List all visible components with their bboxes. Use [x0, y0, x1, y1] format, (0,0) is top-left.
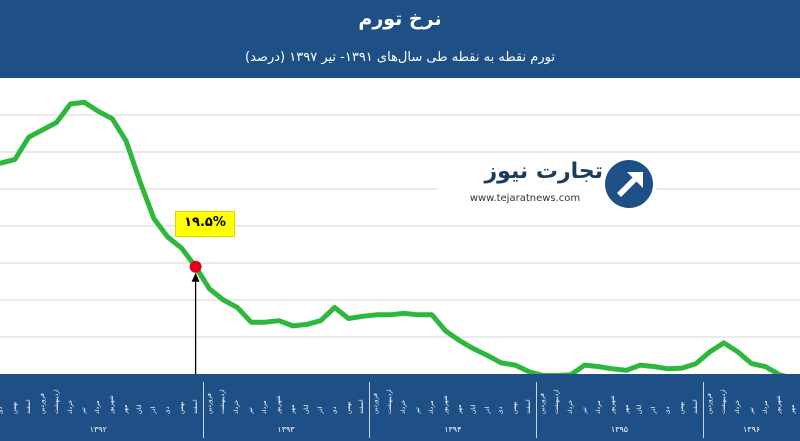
x-tick-label: مرداد	[261, 400, 269, 414]
annotation-callout: ۱۹.۵%	[175, 211, 235, 237]
x-tick-label: خرداد	[733, 399, 741, 414]
x-tick-label: فروردین	[205, 393, 213, 414]
x-tick-label: مرداد	[761, 400, 769, 414]
x-tick-label: مهر	[455, 404, 463, 414]
x-tick-label: شهریور	[275, 395, 282, 414]
x-year-label: ۱۳۹۳	[277, 425, 295, 434]
x-tick-label: مرداد	[594, 400, 602, 414]
x-tick-label: اردیبهشت	[219, 389, 227, 414]
logo-url: www.tejaratnews.com	[469, 193, 581, 204]
x-year-label: ۱۳۹۲	[89, 425, 107, 434]
gridlines	[0, 114, 800, 338]
x-tick-label: شهریور	[775, 395, 783, 414]
x-tick-label: اسفند	[191, 399, 199, 414]
x-year-label: ۱۳۹۵	[610, 425, 629, 434]
x-tick-label: بهمن	[344, 401, 352, 414]
x-tick-label: اردیبهشت	[719, 389, 727, 414]
x-tick-label: آبان	[302, 404, 310, 414]
x-tick-label: اسفند	[525, 399, 533, 414]
x-tick-label: خرداد	[233, 399, 241, 414]
x-tick-label: تیر	[580, 407, 588, 414]
x-tick-label: تیر	[80, 407, 88, 414]
chart-subtitle: تورم نقطه به نقطه طی سال‌های ۱۳۹۱- تیر ۱…	[245, 50, 555, 65]
x-tick-label: فروردین	[539, 393, 547, 414]
x-tick-label: شهریور	[108, 395, 116, 414]
x-tick-label: تیر	[747, 407, 755, 414]
x-tick-label: مهر	[122, 404, 130, 414]
x-tick-label: شهریور	[441, 395, 449, 414]
x-tick-label: دی	[497, 406, 505, 414]
logo-emblem-icon	[605, 160, 653, 208]
year-separator	[369, 382, 371, 438]
x-tick-label: آبان	[469, 404, 477, 414]
year-separator	[536, 382, 538, 438]
x-tick-label: دی	[163, 406, 171, 414]
x-tick-label: اسفند	[24, 399, 32, 414]
tejaratnews-watermark: تجارت نیوز www.tejaratnews.com	[437, 155, 657, 213]
x-tick-label: مرداد	[94, 400, 102, 414]
x-year-label: ۱۳۹۴	[444, 425, 462, 434]
x-tick-label: اسفند	[692, 399, 699, 414]
x-tick-label: فروردین	[372, 393, 380, 414]
x-tick-label: خرداد	[400, 399, 408, 414]
x-tick-label: اردیبهشت	[553, 389, 560, 414]
x-tick-label: شهریور	[608, 395, 616, 414]
annotation-marker	[189, 260, 202, 273]
x-tick-label: دی	[330, 406, 338, 414]
chart-header	[0, 0, 800, 78]
x-tick-label: آذر	[483, 406, 491, 414]
chart-plot	[0, 99, 800, 374]
x-tick-label: بهمن	[10, 401, 18, 414]
x-tick-label: مهر	[622, 404, 630, 414]
x-tick-label: اسفند	[358, 399, 366, 414]
x-tick-label: بهمن	[177, 401, 185, 414]
inflation-line	[0, 99, 787, 374]
x-tick-label: مهر	[288, 404, 296, 414]
x-tick-label: خرداد	[66, 399, 74, 414]
annotation-arrowhead	[191, 272, 200, 282]
x-tick-label: اردیبهشت	[52, 389, 60, 414]
year-separator	[702, 382, 704, 438]
x-axis-band	[0, 374, 800, 441]
x-tick-label: فروردین	[705, 393, 713, 414]
x-tick-label: آبان	[636, 404, 644, 414]
x-tick-label: آذر	[650, 406, 658, 414]
x-tick-label: اردیبهشت	[386, 389, 394, 414]
year-separator	[202, 382, 204, 438]
x-tick-label: بهمن	[511, 401, 519, 414]
x-tick-label: آذر	[316, 406, 324, 414]
x-tick-label: آبان	[136, 404, 143, 414]
x-tick-label: مهر	[789, 404, 797, 414]
x-tick-label: فروردین	[38, 393, 46, 414]
x-tick-label: خرداد	[566, 399, 574, 414]
x-tick-label: بهمن	[678, 401, 686, 414]
annotation-label: ۱۹.۵%	[184, 215, 226, 230]
x-tick-label: آذر	[149, 406, 157, 414]
x-tick-label: مرداد	[427, 400, 435, 414]
chart-title: نرخ تورم	[358, 8, 442, 30]
x-tick-label: تیر	[247, 407, 255, 414]
x-tick-label: تیر	[414, 407, 421, 414]
x-tick-label: دی	[664, 406, 672, 414]
x-tick-label: دی	[0, 406, 4, 414]
x-year-label: ۱۳۹۶	[743, 425, 761, 434]
logo-name: تجارت نیوز	[484, 159, 603, 184]
